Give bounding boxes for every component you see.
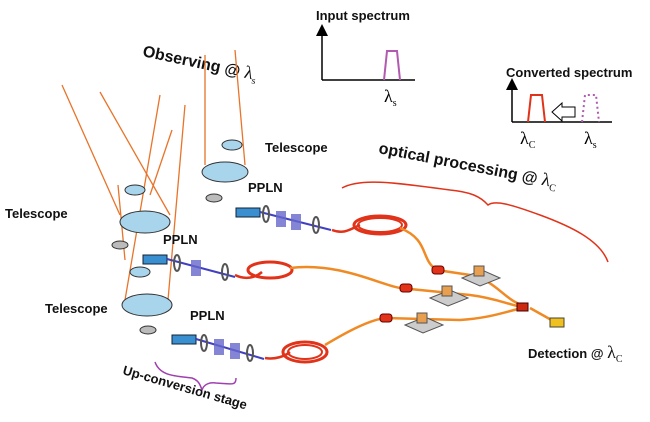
telescope-label: Telescope [45,301,108,316]
converted-spectrum-title: Converted spectrum [506,65,632,80]
ppln-label: PPLN [248,180,283,195]
input-spectrum-title: Input spectrum [316,8,410,23]
input-lambda: λs [384,86,397,109]
converted-lambda-s: λs [584,128,597,151]
ppln-label: PPLN [190,308,225,323]
detection-label: Detection @ λC [528,342,623,365]
telescope-label: Telescope [265,140,328,155]
input-spectrum: Input spectrum λs [316,8,415,109]
observing-label: Observing @ λs [141,40,260,87]
ppln-label: PPLN [163,232,198,247]
telescope-label: Telescope [5,206,68,221]
diagram: Input spectrum λs Converted spectrum λC … [0,0,650,422]
fibers [235,216,564,362]
converted-spectrum: Converted spectrum λC λs [506,65,632,151]
stage-label: Up-conversion stage [121,362,249,412]
converted-lambda-c: λC [520,128,536,151]
processing-brace [342,182,608,262]
